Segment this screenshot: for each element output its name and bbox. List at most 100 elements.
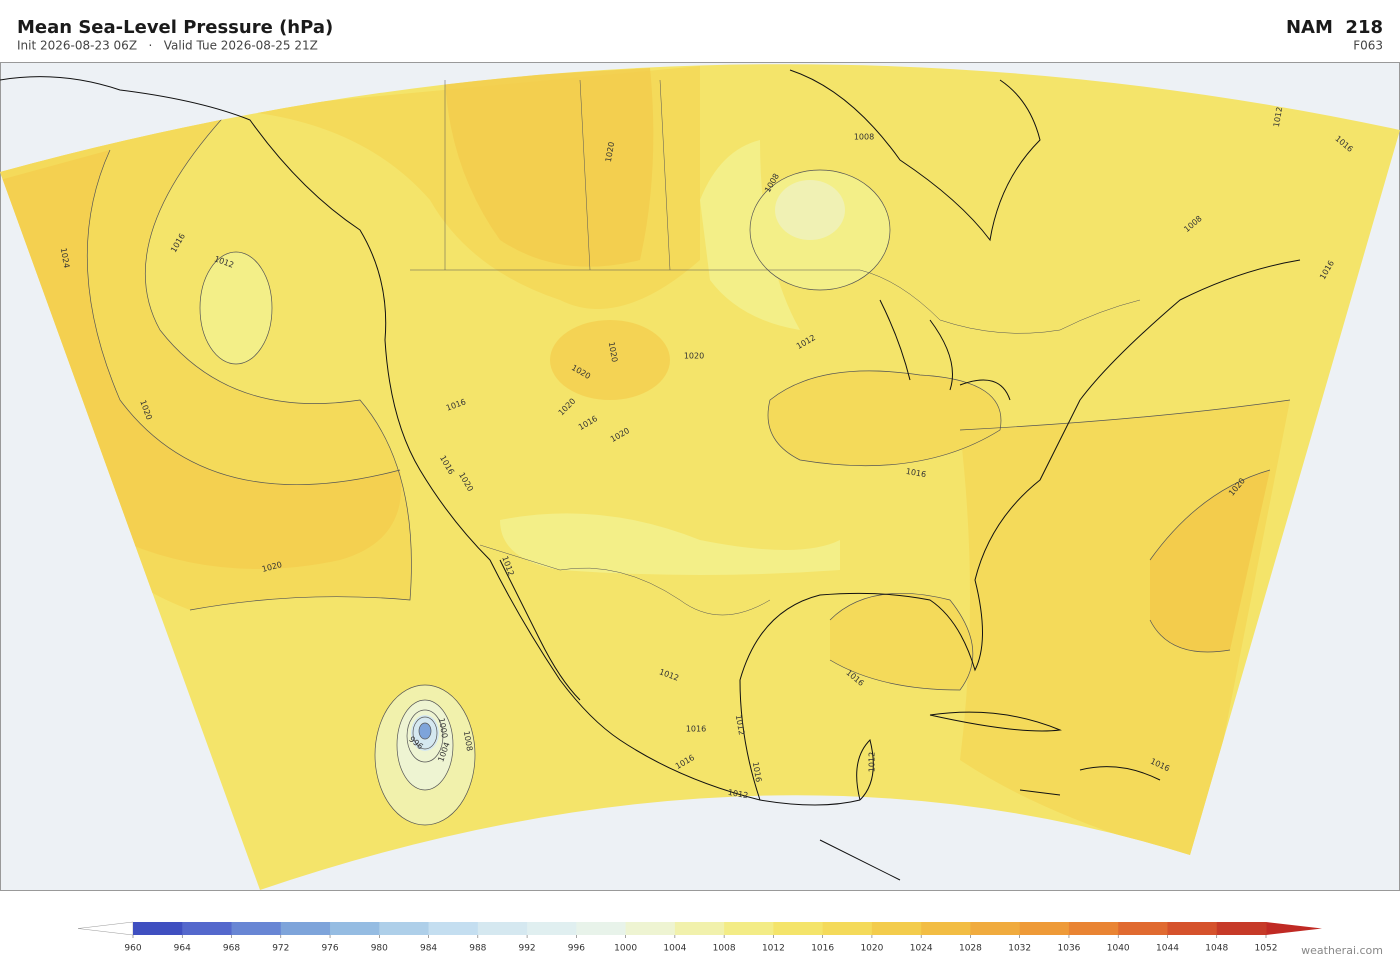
coastline	[929, 711, 1161, 796]
colorbar-segment	[576, 922, 627, 935]
colorbar-tick-label: 964	[174, 944, 191, 954]
isobar	[767, 370, 1002, 467]
colorbar-tick-label: 976	[321, 944, 338, 954]
isobar	[144, 109, 412, 611]
colorbar-segment	[822, 922, 873, 935]
contour-label: 1016	[686, 725, 706, 734]
contour-label: 1020	[684, 352, 704, 361]
colorbar-tick-label: 968	[223, 944, 240, 954]
colorbar-segment	[625, 922, 676, 935]
colorbar-segment	[182, 922, 233, 935]
contour-label: 1020	[604, 141, 616, 163]
coastline	[789, 69, 1041, 242]
colorbar-tick-label: 1024	[910, 944, 933, 954]
credit: weatherai.com	[1301, 944, 1383, 957]
field-1020	[445, 68, 654, 267]
contour-label: 1012	[734, 714, 746, 736]
colorbar-segment	[379, 922, 430, 935]
colorbar-tick-label: 988	[469, 944, 486, 954]
field-1012	[500, 513, 840, 575]
colorbar-tick-label: 992	[518, 944, 535, 954]
colorbar: 960 964 968 972 976 980 984 988 992 996 1000 1004 10…	[77, 921, 1322, 954]
colorbar-segment	[231, 922, 282, 935]
colorbar-segment	[133, 922, 183, 935]
contour-label: 1020	[607, 341, 619, 363]
coastline	[819, 739, 901, 881]
isobar	[396, 699, 454, 791]
colorbar-tick-label: 980	[371, 944, 388, 954]
contour-label: 1000	[437, 717, 449, 739]
isobar	[199, 251, 273, 365]
colorbar-segment	[1068, 922, 1119, 935]
colorbar-segment	[970, 922, 1021, 935]
model-name: NAM 218	[1286, 17, 1383, 38]
border	[444, 79, 671, 271]
colorbar-segment	[1118, 922, 1168, 935]
colorbar-tick-label: 1028	[959, 944, 982, 954]
colorbar-tick-label: 1036	[1058, 944, 1081, 954]
field-1012	[200, 252, 272, 364]
colorbar-tick-label: 1012	[762, 944, 785, 954]
colorbar-segment	[280, 922, 331, 935]
coastline	[879, 299, 1011, 401]
colorbar-tick-label: 984	[420, 944, 437, 954]
colorbar-segment	[330, 922, 380, 935]
isobar	[406, 709, 444, 763]
colorbar-segment	[477, 922, 528, 935]
colorbar-segment	[1019, 922, 1070, 935]
pressure-field	[0, 64, 1400, 891]
border	[479, 544, 771, 616]
borders	[410, 79, 1141, 616]
border	[410, 269, 1141, 334]
isobar	[1149, 469, 1271, 653]
isobar	[749, 169, 891, 291]
isobar	[412, 716, 438, 750]
field-1020	[1150, 470, 1270, 652]
isobar	[959, 399, 1291, 431]
field-1016	[830, 593, 973, 690]
coastline	[739, 259, 1301, 801]
colorbar-segment	[1167, 922, 1218, 935]
field-1020	[550, 320, 670, 400]
isobar	[829, 592, 974, 691]
contour-label: 1012	[1272, 106, 1284, 128]
colorbar-tick-label: 1008	[713, 944, 736, 954]
contour-label: 1012	[868, 752, 877, 772]
colorbar-segment	[871, 922, 922, 935]
colorbar-tick-label: 1048	[1205, 944, 1228, 954]
colorbar-tick-label: 1040	[1107, 944, 1130, 954]
isobar	[374, 684, 476, 826]
colorbar-tick-label: 960	[124, 944, 141, 954]
contour-label: 1016	[751, 761, 763, 783]
colorbar-tick-label: 1044	[1156, 944, 1179, 954]
contour-label: 1012	[727, 788, 749, 800]
colorbar-extend-over	[1266, 922, 1322, 935]
contour-label: 1008	[854, 133, 874, 142]
colorbar-tick-label: 1020	[860, 944, 883, 954]
colorbar-segment	[527, 922, 577, 935]
isobars	[86, 109, 1291, 826]
colorbar-tick-label: 1004	[663, 944, 686, 954]
isobar	[418, 722, 432, 740]
colorbar-segment	[724, 922, 774, 935]
colorbar-tick-label: 1000	[614, 944, 637, 954]
contour-label: 1024	[59, 247, 71, 269]
coastline	[499, 559, 581, 701]
field-1004	[775, 180, 845, 240]
colorbar-segment	[773, 922, 824, 935]
field-1016	[768, 370, 1001, 466]
colorbar-segment	[674, 922, 725, 935]
colorbar-tick-label: 996	[568, 944, 585, 954]
title: Mean Sea-Level Pressure (hPa)	[17, 17, 333, 38]
coastlines	[0, 69, 1301, 881]
subtitle: Init 2026-08-23 06Z · Valid Tue 2026-08-…	[17, 39, 318, 53]
colorbar-segment	[921, 922, 971, 935]
isobar	[86, 149, 401, 485]
colorbar-segment	[428, 922, 479, 935]
field-972	[419, 723, 431, 739]
coastline	[0, 76, 861, 806]
colorbar-extend-under	[77, 921, 134, 936]
colorbar-tick-label: 1016	[811, 944, 834, 954]
